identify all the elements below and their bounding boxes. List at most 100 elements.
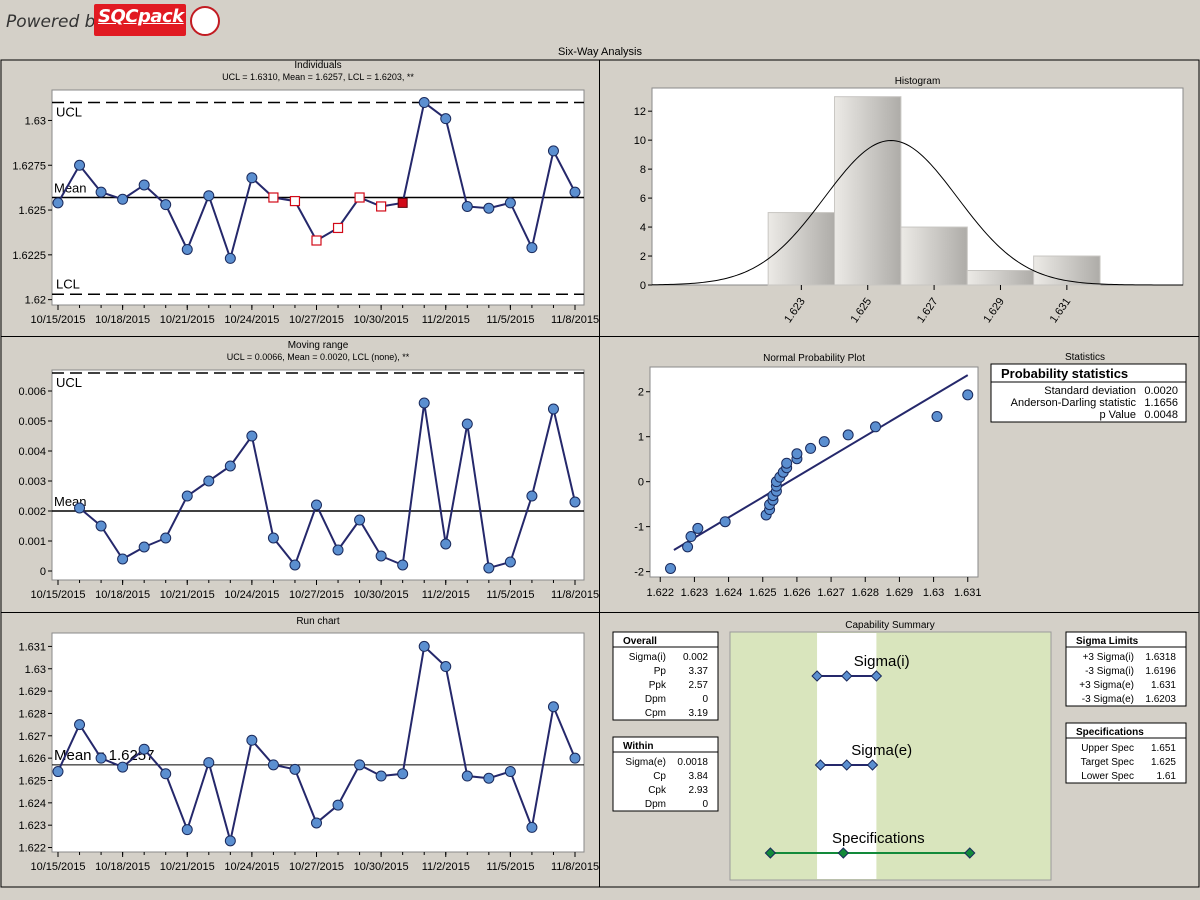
data-point	[311, 499, 322, 511]
specifications-table-title: Specifications	[1076, 727, 1144, 738]
statistics-row-label: p Value	[1100, 409, 1137, 421]
x-tick-label: 10/27/2015	[289, 589, 344, 601]
y-tick-label: 1.627	[18, 731, 46, 743]
data-point	[461, 770, 473, 782]
statistics-row-value: 0.0020	[1144, 385, 1178, 397]
x-tick-label: 10/21/2015	[160, 589, 215, 601]
normal-probability-chart: Normal Probability Plot -2 -1 0 1 2 1.622 1.623…	[634, 353, 981, 599]
specifications-row-marker	[837, 847, 850, 859]
within-table-title: Within	[623, 741, 653, 752]
data-point	[504, 197, 516, 209]
specifications-table-row-value: 1.61	[1157, 771, 1177, 782]
data-point	[224, 835, 236, 847]
y-tick-label: 12	[634, 106, 646, 118]
y-tick-label: 0.006	[18, 386, 46, 398]
brand-name: SQCpack	[98, 6, 184, 27]
x-tick-label: 11/5/2015	[486, 861, 534, 873]
y-tick-label: 1.63	[25, 664, 46, 676]
x-tick-label: 1.631	[954, 587, 982, 599]
y-tick-label: 1.626	[18, 753, 46, 765]
run_chart-chart: Run chart 1.622 1.623 1.624 1.625 1.626 1.627 1…	[18, 616, 599, 873]
data-point	[181, 824, 193, 836]
y-tick-label: 0.003	[18, 476, 46, 488]
x-tick-label: 1.623	[782, 296, 808, 325]
data-point	[870, 421, 881, 433]
y-tick-label: 1.623	[18, 820, 46, 832]
data-point	[375, 550, 387, 562]
data-point	[267, 759, 279, 771]
overall-table-row-value: 0	[702, 694, 708, 705]
statistics-row-value: 0.0048	[1144, 409, 1178, 421]
overall-table-row-value: 0.002	[683, 652, 708, 663]
sigma-e-row-marker	[866, 759, 879, 771]
statistics-panel: Statistics Probability statistics Standard…	[990, 352, 1187, 423]
histogram-bar	[767, 212, 836, 286]
y-tick-label: 1.625	[18, 205, 46, 217]
data-point	[74, 719, 86, 731]
histogram-bar	[834, 96, 902, 286]
data-point	[504, 556, 516, 568]
data-point	[418, 397, 430, 409]
overall-table-row-label: Ppk	[649, 680, 667, 691]
data-point	[203, 757, 215, 769]
y-tick-label: 1.629	[18, 686, 46, 698]
data-point	[461, 418, 473, 430]
x-tick-label: 1.629	[981, 296, 1007, 325]
data-point	[354, 514, 366, 526]
data-point	[547, 701, 559, 713]
individuals-title: Individuals	[294, 60, 341, 71]
data-point	[74, 159, 86, 171]
overall-table-row-label: Cpm	[645, 708, 666, 719]
y-tick-label: 1.6225	[12, 250, 46, 262]
specifications-table-row-label: Target Spec	[1081, 757, 1134, 768]
data-point	[569, 752, 581, 764]
overall-table-row-label: Pp	[654, 666, 667, 677]
data-point	[52, 197, 64, 209]
data-point	[569, 186, 581, 198]
data-point	[440, 538, 452, 550]
mean-label: Mean	[54, 181, 87, 196]
x-tick-label: 1.63	[923, 587, 944, 599]
x-tick-label: 1.624	[715, 587, 743, 599]
moving_range-subtitle: UCL = 0.0066, Mean = 0.0020, LCL (none),…	[227, 352, 410, 362]
y-tick-label: 1.631	[18, 641, 46, 653]
x-tick-label: 11/8/2015	[551, 861, 599, 873]
x-tick-label: 10/30/2015	[354, 861, 409, 873]
powered-by-label: Powered by	[6, 12, 106, 32]
data-point	[440, 113, 452, 125]
sigma-e-row-marker	[814, 759, 827, 771]
data-point	[842, 429, 854, 441]
flagged-point	[397, 197, 408, 208]
data-point	[526, 242, 538, 254]
sigma-limits-table-row-label: +3 Sigma(e)	[1079, 680, 1134, 691]
within-table-row-value: 3.84	[689, 771, 709, 782]
data-point	[440, 661, 452, 673]
x-tick-label: 11/2/2015	[422, 861, 470, 873]
overall-table-row-value: 3.37	[689, 666, 709, 677]
data-point	[526, 490, 538, 502]
flagged-point	[354, 192, 365, 203]
y-tick-label: 1.622	[18, 843, 46, 855]
within-table-row-value: 0.0018	[677, 757, 708, 768]
statistics-row-label: Standard deviation	[1044, 385, 1136, 397]
x-tick-label: 10/15/2015	[30, 589, 85, 601]
within-table-row-value: 0	[702, 799, 708, 810]
x-tick-label: 11/8/2015	[551, 589, 599, 601]
data-point	[354, 759, 366, 771]
run_chart-plot-area	[51, 632, 585, 853]
data-point	[962, 389, 974, 401]
y-tick-label: 6	[640, 193, 646, 205]
y-tick-label: 8	[640, 164, 646, 176]
run_chart-title: Run chart	[296, 616, 340, 627]
capability-panel: Capability Summary Overall Sigma(i) 0.002 Pp…	[612, 620, 1187, 881]
data-point	[665, 562, 676, 574]
y-tick-label: 10	[634, 135, 646, 147]
data-point	[397, 768, 409, 780]
data-point	[805, 442, 817, 454]
x-tick-label: 1.625	[749, 587, 777, 599]
histogram-bar	[900, 226, 968, 286]
sigma-limits-table-row-value: 1.6318	[1145, 652, 1176, 663]
x-tick-label: 10/30/2015	[354, 314, 409, 326]
y-tick-label: -1	[634, 522, 644, 534]
